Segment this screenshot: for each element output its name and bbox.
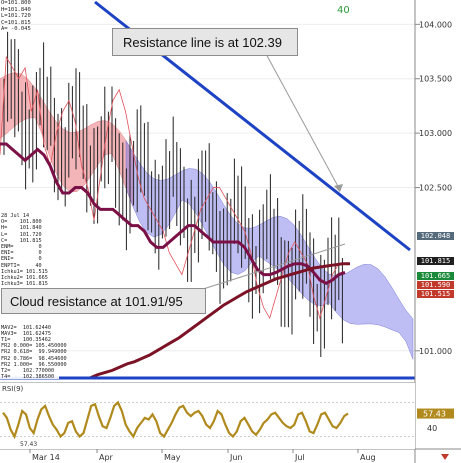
- rsi-background: [0, 383, 415, 449]
- price-axis-ticks: 104.000 103.500 103.000 102.500 101.000: [415, 20, 452, 356]
- callout-arrow: [264, 51, 341, 191]
- series-line: [0, 142, 346, 286]
- rsi-panel: 40 57.43: [0, 383, 454, 449]
- callout-arrow-head: [334, 184, 343, 192]
- top-count-label: 40: [337, 5, 350, 16]
- x-tick-label: Jun: [229, 453, 243, 462]
- price-tag: 101.590: [417, 281, 454, 289]
- rsi-line: [2, 400, 349, 440]
- x-tick-label: Apr: [99, 453, 114, 462]
- price-tick-label: 101.000: [419, 347, 452, 356]
- cloud-blue-segment: [125, 139, 414, 360]
- x-tick-label: Mar 14: [32, 453, 60, 462]
- rsi-tick-label: 40: [427, 424, 437, 433]
- rsi-last-value: 57.43: [423, 410, 446, 419]
- price-tag: 102.048: [417, 232, 454, 240]
- price-tick-label: 103.500: [419, 75, 452, 84]
- rsi-label: RSI(9): [2, 385, 24, 393]
- cloud-callout-arrow: [199, 243, 346, 291]
- x-axis-ticks: Mar 14 Apr May Jun Jul Aug: [29, 449, 376, 462]
- indicator-lines: [0, 55, 350, 380]
- price-tick-label: 103.000: [419, 129, 452, 138]
- resistance-callout: Resistance line is at 102.39: [112, 28, 298, 56]
- price-tag: 101.665: [417, 272, 454, 280]
- rsi-last-value-tag: [417, 408, 454, 419]
- series-line: [0, 55, 345, 320]
- price-tick-label: 102.500: [419, 184, 452, 193]
- series-line: [89, 262, 350, 380]
- price-tag: 101.815: [417, 257, 454, 265]
- price-tag: 101.515: [417, 290, 454, 298]
- cloud-resistance-callout: Cloud resistance at 101.91/95: [1, 288, 206, 314]
- x-tick-label: Jul: [294, 453, 305, 462]
- x-tick-label: May: [164, 453, 181, 462]
- nav-arrow-icon: [441, 454, 449, 460]
- price-bars: [3, 31, 343, 358]
- rsi-left-value: 57.43: [20, 441, 37, 448]
- x-tick-label: Aug: [360, 453, 376, 462]
- ohlc-header: O=101.800 H=101.840 L=101.720 C=101.815 …: [1, 0, 31, 32]
- price-tick-label: 104.000: [419, 20, 452, 29]
